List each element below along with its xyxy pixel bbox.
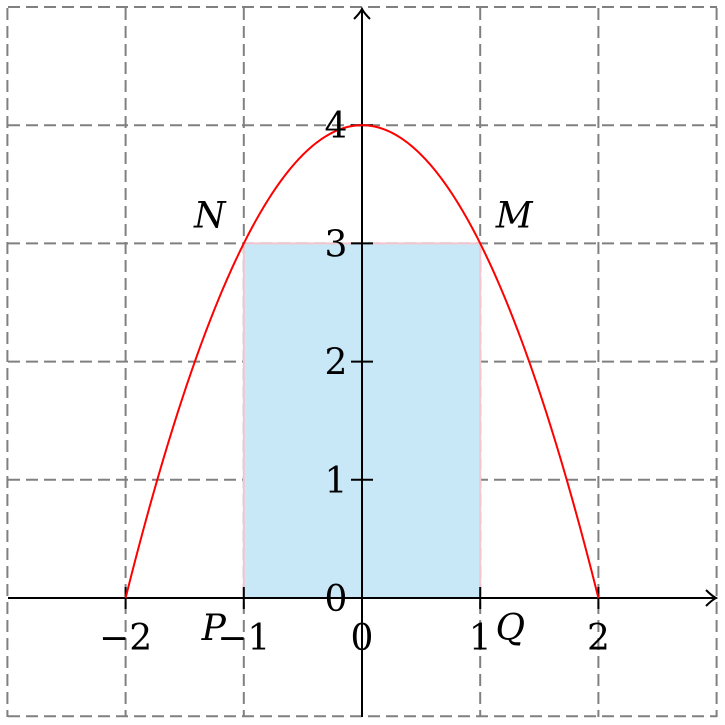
y-tick-label: 0: [325, 579, 348, 620]
axes: [8, 6, 719, 717]
point-label-P: P: [201, 608, 227, 649]
labels: −2 −1 0 1 2 0 1 2 3 4 N M P Q: [99, 106, 610, 659]
x-tick-label: −1: [217, 618, 270, 659]
x-tick-label: 1: [469, 618, 492, 659]
x-axis-arrow: [705, 589, 719, 607]
parabola-curve: [124, 124, 600, 599]
y-tick-label: 1: [325, 461, 348, 502]
y-tick-label: 3: [325, 224, 348, 265]
curve-layer: [124, 124, 600, 599]
x-tick-label: 0: [351, 618, 374, 659]
point-label-M: M: [495, 195, 534, 236]
y-axis-arrow: [353, 6, 371, 20]
y-tick-label: 2: [325, 343, 348, 384]
point-label-Q: Q: [495, 608, 525, 649]
x-tick-label: 2: [587, 618, 610, 659]
y-tick-label: 4: [325, 106, 348, 147]
point-label-N: N: [193, 195, 227, 236]
x-tick-label: −2: [99, 618, 152, 659]
